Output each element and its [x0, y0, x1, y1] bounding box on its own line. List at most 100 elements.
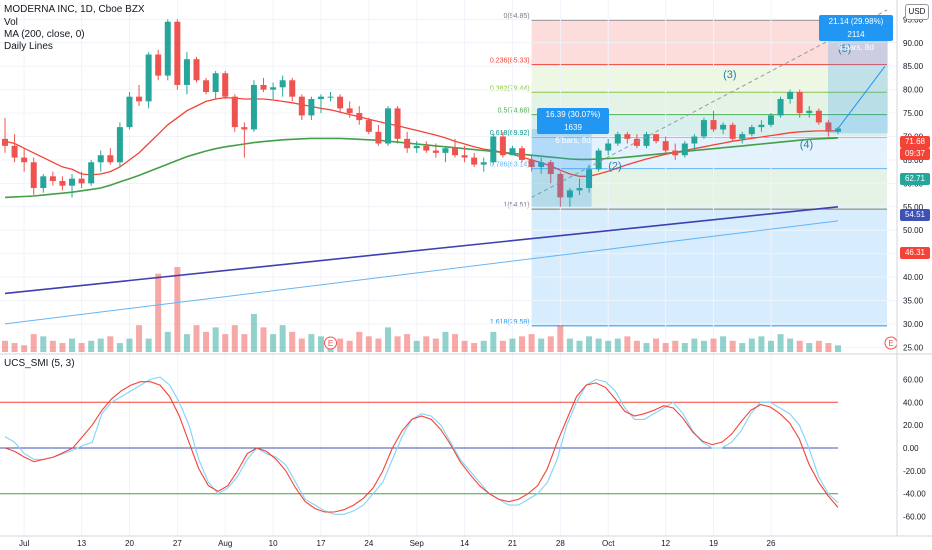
moving-averages: [4, 96, 839, 325]
candle-body: [155, 54, 162, 76]
candle-body: [413, 145, 420, 149]
candle-body: [452, 148, 459, 156]
volume-bar: [203, 331, 210, 352]
volume-bar: [777, 334, 784, 352]
fib-level-label: 1.618(29.58): [490, 319, 530, 326]
candle-body: [480, 162, 487, 165]
time-tick-label: 27: [173, 539, 182, 548]
measure-box-1[interactable]: 16.39 (30.07%) 1639 6 bars, 8d: [537, 108, 609, 145]
measure-area-1: [531, 128, 592, 207]
volume-bar: [557, 325, 564, 352]
time-tick-label: 14: [460, 539, 469, 548]
volume-bar: [538, 338, 545, 352]
volume-bar: [633, 340, 640, 352]
candle-body: [710, 120, 717, 130]
volume-bar: [528, 334, 535, 352]
candle-body: [394, 108, 401, 139]
volume-bar: [40, 336, 47, 352]
fib-level-label: 0.618(69.92): [490, 130, 530, 137]
candle-body: [203, 80, 210, 92]
candle-body: [653, 134, 660, 142]
measure-box-2[interactable]: 21.14 (29.98%) 2114 6 bars, 8d: [819, 15, 893, 52]
time-tick-label: Sep: [410, 539, 425, 548]
candle-body: [241, 127, 248, 130]
blue-ma-price-label: 54.51: [900, 209, 930, 221]
osc-tick-label: -20.00: [903, 467, 926, 476]
volume-bar: [748, 338, 755, 352]
measure-box-2-line2: 6 bars, 8d: [838, 43, 874, 52]
candle-body: [317, 96, 324, 100]
fib-zone: [531, 209, 887, 326]
candle-body: [40, 176, 47, 189]
time-tick-label: 17: [317, 539, 326, 548]
candle-body: [557, 173, 564, 198]
candle-body: [672, 150, 679, 156]
candle-body: [308, 99, 315, 116]
candle-body: [777, 99, 784, 116]
time-tick-label: Aug: [218, 539, 232, 548]
candle-body: [222, 73, 229, 97]
volume-bar: [681, 343, 688, 352]
candle-body: [145, 54, 152, 102]
currency-button[interactable]: USD: [905, 4, 929, 20]
candle-body: [519, 148, 526, 160]
price-tick-label: 85.00: [903, 62, 924, 71]
measure-box-1-line2: 6 bars, 8d: [555, 136, 591, 145]
time-tick-label: 21: [508, 539, 517, 548]
volume-bar: [298, 338, 305, 352]
smi-signal-line: [4, 381, 839, 513]
candle-body: [461, 155, 468, 158]
drawings[interactable]: (2) (3) (4) (5) E E: [324, 9, 898, 350]
volume-bar: [394, 336, 401, 352]
volume-bar: [480, 340, 487, 352]
volume-bar: [624, 336, 631, 352]
volume-bar: [49, 340, 56, 352]
price-tick-label: 30.00: [903, 320, 924, 329]
candle-body: [758, 124, 765, 128]
volume-bar: [423, 336, 430, 352]
volume-bar: [183, 334, 190, 352]
candle-body: [289, 80, 296, 97]
candle-body: [250, 84, 257, 130]
ma-indicator-label[interactable]: MA (200, close, 0): [4, 29, 85, 40]
candle-body: [538, 162, 545, 167]
candle-body: [633, 138, 640, 146]
candle-body: [566, 190, 573, 198]
time-tick-label: 26: [767, 539, 776, 548]
volume-bar: [250, 313, 257, 352]
candle-body: [183, 59, 190, 85]
volume-bar: [404, 334, 411, 352]
volume-bar: [365, 336, 372, 352]
vol-indicator-label[interactable]: Vol: [4, 17, 18, 28]
candle-body: [681, 143, 688, 156]
candle-body: [767, 115, 774, 125]
candle-body: [116, 127, 123, 163]
countdown-label: 09:37: [900, 148, 930, 160]
volume-bar: [806, 343, 813, 352]
osc-tick-label: -40.00: [903, 490, 926, 499]
oscillator-title[interactable]: UCS_SMI (5, 3): [4, 358, 75, 369]
candle-body: [279, 80, 286, 88]
symbol-title: MODERNA INC, 1D, Cboe BZX: [4, 4, 145, 15]
candle-body: [720, 124, 727, 130]
candle-body: [365, 120, 372, 132]
green-ma-price-label: 62.71: [900, 173, 930, 185]
candle-body: [30, 162, 37, 189]
candle-body: [375, 131, 382, 144]
candle-body: [78, 178, 85, 184]
time-tick-label: Jul: [19, 539, 29, 548]
candle-body: [499, 136, 506, 156]
wave-label: (3): [723, 69, 736, 81]
time-tick-label: 12: [661, 539, 670, 548]
price-tick-label: 35.00: [903, 296, 924, 305]
volume-bar: [346, 340, 353, 352]
volume-bar: [193, 325, 200, 352]
volume-bar: [442, 331, 449, 352]
volume-bar: [2, 340, 8, 352]
price-tick-label: 65.00: [903, 156, 924, 165]
daily-lines-label[interactable]: Daily Lines: [4, 41, 53, 52]
candle-body: [825, 122, 832, 132]
volume-bar: [739, 343, 746, 352]
measure-box-1-line1: 16.39 (30.07%) 1639: [545, 110, 601, 132]
